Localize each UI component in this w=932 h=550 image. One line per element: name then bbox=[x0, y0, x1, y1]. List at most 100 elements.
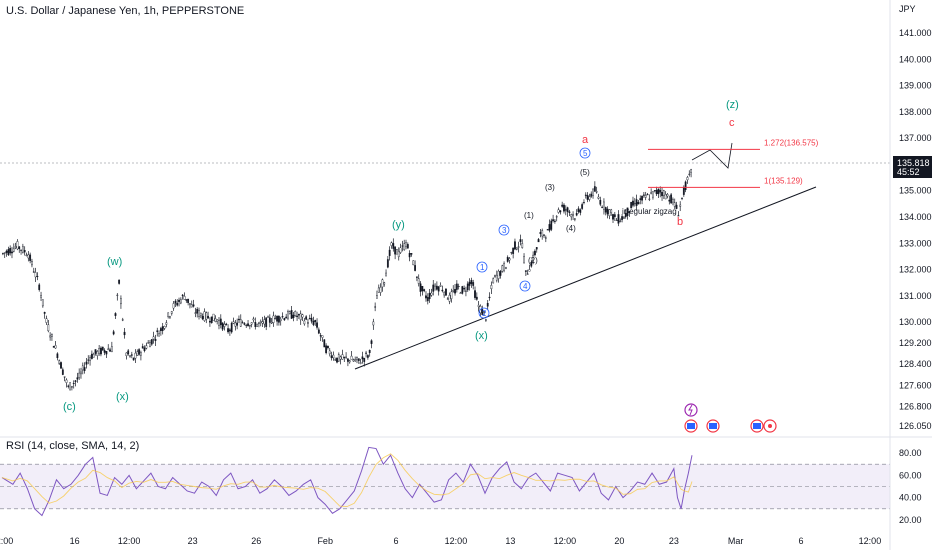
candle-body bbox=[410, 253, 413, 255]
candle-body bbox=[468, 281, 471, 286]
event-icons[interactable] bbox=[684, 403, 777, 433]
candle-body bbox=[140, 352, 142, 356]
candle-body bbox=[446, 298, 449, 300]
candle-body bbox=[89, 357, 91, 361]
candle-body bbox=[526, 273, 529, 275]
candle-body bbox=[615, 219, 618, 221]
candle-body bbox=[194, 312, 197, 314]
candle-body bbox=[521, 243, 524, 248]
candle-body bbox=[118, 279, 121, 284]
candle-body bbox=[31, 261, 33, 266]
wave-label-w: (w) bbox=[107, 256, 122, 268]
candle-body bbox=[566, 207, 569, 212]
candle-body bbox=[252, 318, 255, 321]
candle-body bbox=[686, 177, 689, 181]
time-tick-label: Mar bbox=[728, 536, 744, 546]
candle-body bbox=[265, 317, 268, 327]
rsi-label: RSI (14, close, SMA, 14, 2) bbox=[6, 440, 140, 452]
wave-label-a: a bbox=[582, 134, 589, 146]
candle-body bbox=[675, 204, 678, 209]
candle-body bbox=[659, 189, 662, 193]
candle-body bbox=[16, 241, 19, 250]
candle-body bbox=[238, 318, 240, 321]
candle-body bbox=[261, 321, 264, 324]
candle-body bbox=[416, 276, 418, 278]
candle-body bbox=[581, 204, 584, 209]
candle-body bbox=[388, 249, 391, 256]
candle-body bbox=[661, 192, 663, 197]
candle-body bbox=[250, 322, 253, 325]
circled-label-4: 4 bbox=[523, 282, 528, 291]
trendline[interactable] bbox=[354, 186, 817, 370]
price-tick-label: 129.200 bbox=[899, 338, 932, 348]
candle-body bbox=[178, 299, 180, 302]
price-axis[interactable]: 141.000 140.000 139.000 138.000 137.000 135.0… bbox=[899, 28, 932, 431]
candle-body bbox=[158, 333, 160, 337]
candle-body bbox=[619, 220, 622, 222]
candle-body bbox=[150, 339, 153, 345]
candle-body bbox=[310, 317, 313, 322]
candle-body bbox=[121, 319, 124, 321]
candle-body bbox=[337, 354, 340, 362]
candle-body bbox=[381, 279, 384, 288]
candle-body bbox=[227, 328, 229, 333]
candle-body bbox=[199, 312, 202, 316]
candle-body bbox=[681, 197, 683, 199]
candle-body bbox=[58, 360, 61, 364]
candle-body bbox=[573, 218, 576, 220]
candle-body bbox=[105, 351, 108, 355]
candle-body bbox=[412, 260, 415, 266]
time-tick-label: 6 bbox=[798, 536, 803, 546]
candle-body bbox=[56, 353, 59, 359]
projection-path[interactable] bbox=[691, 142, 733, 169]
candle-body bbox=[541, 230, 544, 237]
candle-body bbox=[263, 319, 266, 325]
candle-body bbox=[279, 318, 282, 322]
wave-label-z: (z) bbox=[726, 99, 739, 111]
candle-body bbox=[41, 299, 44, 307]
candle-body bbox=[259, 321, 262, 324]
candle-body bbox=[434, 284, 436, 287]
candle-body bbox=[116, 294, 119, 296]
candle-body bbox=[156, 330, 159, 332]
candle-body bbox=[212, 313, 215, 321]
price-tick-label: 141.000 bbox=[899, 28, 932, 38]
fib-levels[interactable]: 1.272(136.575) 1(135.129) bbox=[648, 138, 819, 188]
price-tick-label: 139.000 bbox=[899, 81, 932, 91]
candle-body bbox=[323, 339, 326, 348]
candle-body bbox=[336, 357, 338, 363]
candle-body bbox=[210, 316, 213, 323]
candle-body bbox=[537, 239, 540, 243]
candle-body bbox=[688, 173, 691, 175]
candle-body bbox=[515, 247, 518, 250]
candle-body bbox=[29, 254, 32, 261]
candle-body bbox=[642, 194, 645, 196]
candle-body bbox=[439, 285, 442, 287]
candle-body bbox=[274, 318, 277, 320]
candle-body bbox=[448, 295, 451, 302]
candle-body bbox=[169, 316, 171, 318]
candle-body bbox=[43, 311, 46, 314]
candle-body bbox=[428, 292, 431, 300]
candle-body bbox=[34, 272, 37, 278]
candle-body bbox=[392, 243, 395, 249]
candle-body bbox=[114, 313, 117, 316]
candle-body bbox=[644, 195, 647, 198]
candle-body bbox=[690, 169, 692, 173]
candle-body bbox=[366, 355, 369, 358]
candle-body bbox=[544, 237, 547, 239]
candle-body bbox=[495, 274, 498, 281]
time-axis[interactable]: 12:00 16 12:00 23 26 Feb 6 12:00 13 12:00 20 23 Mar 6… bbox=[0, 536, 881, 546]
candle-body bbox=[512, 247, 515, 254]
candle-body bbox=[510, 252, 513, 254]
price-tick-label: 140.000 bbox=[899, 54, 932, 64]
candle-body bbox=[657, 188, 660, 195]
candle-body bbox=[74, 380, 77, 382]
candle-body bbox=[189, 303, 191, 305]
candle-body bbox=[149, 342, 151, 348]
candle-body bbox=[36, 275, 39, 277]
candle-body bbox=[443, 291, 446, 296]
candle-body bbox=[287, 311, 289, 319]
rsi-axis[interactable]: 80.00 60.00 40.00 20.00 bbox=[899, 448, 922, 525]
